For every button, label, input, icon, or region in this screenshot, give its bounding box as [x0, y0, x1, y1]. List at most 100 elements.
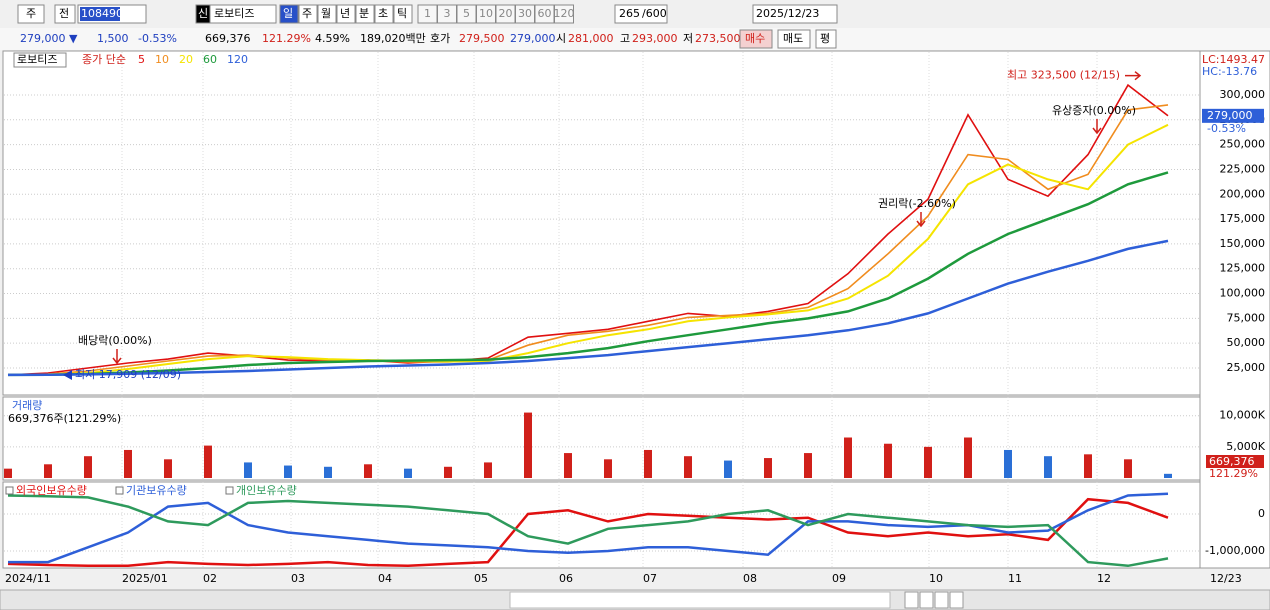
volume-bar	[4, 468, 12, 478]
period: 초	[378, 7, 388, 20]
nav-button[interactable]	[949, 591, 964, 609]
series-line	[7, 123, 1169, 376]
quote-item: 121.29%	[262, 32, 311, 45]
date-label: 06	[559, 572, 573, 585]
period-button[interactable]	[317, 4, 337, 24]
y-tick-label: 5,000K	[1226, 440, 1265, 453]
series-line	[7, 239, 1169, 377]
last-change: -0.53%	[1207, 122, 1246, 135]
nav-button[interactable]	[904, 591, 919, 609]
quote-item: 281,000	[568, 32, 614, 45]
volume-bar	[1124, 459, 1132, 478]
last-price: 279,000	[1207, 109, 1253, 122]
legend-item: 20	[179, 53, 193, 66]
legend-item: 개인보유수량	[236, 484, 297, 497]
quote-item: 1,500	[97, 32, 129, 45]
last-price-box	[1202, 108, 1264, 123]
period: 일	[283, 6, 293, 20]
date-label: 07	[643, 572, 657, 585]
quote-item: 273,500	[695, 32, 741, 45]
period-button[interactable]	[279, 4, 299, 24]
y-tick-label: 100,000	[1220, 287, 1266, 300]
period-button[interactable]	[393, 4, 413, 24]
legend-item: 기관보유수량	[126, 484, 187, 497]
prev-button[interactable]	[54, 4, 76, 24]
date-row	[0, 570, 1270, 588]
volume-panel	[2, 396, 1201, 481]
interval: 3	[444, 7, 451, 20]
volume-bar	[444, 466, 452, 478]
interval: 120	[554, 7, 575, 20]
y-tick-label: 225,000	[1220, 162, 1266, 175]
volume-bar	[1084, 454, 1092, 478]
interval: 60	[538, 7, 552, 20]
interval: 5	[463, 7, 470, 20]
buy-button[interactable]	[739, 29, 773, 49]
period-button[interactable]	[374, 4, 394, 24]
date-label: 03	[291, 572, 305, 585]
y-tick-label: 50,000	[1227, 336, 1266, 349]
sell-button[interactable]	[777, 29, 811, 49]
y-tick-label: 200,000	[1220, 187, 1266, 200]
date-label: 2024/11	[5, 572, 51, 585]
panel-title: 로보티즈	[17, 53, 57, 66]
volume-bar	[1044, 456, 1052, 478]
series-line	[7, 494, 1169, 568]
date: 2025/12/23	[756, 7, 819, 20]
period-button[interactable]	[298, 4, 318, 24]
legend-swatch	[5, 486, 14, 495]
annotation: 유상증자(0.00%)	[1052, 104, 1136, 117]
y-tick-label: 75,000	[1227, 311, 1266, 324]
avg-button[interactable]	[815, 29, 837, 49]
legend-swatch	[225, 486, 234, 495]
volume-bar	[604, 459, 612, 478]
volume-bar	[284, 465, 292, 478]
buy: 매수	[745, 32, 765, 45]
quote-item: 호가	[430, 32, 450, 45]
date-label: 02	[203, 572, 217, 585]
code: 108490	[81, 7, 123, 20]
volume-bar	[524, 412, 532, 478]
interval: 10	[479, 7, 493, 20]
volume-bar	[324, 466, 332, 478]
avg: 평	[820, 32, 830, 45]
volume-bar	[204, 445, 212, 478]
period: 주	[302, 7, 312, 20]
legend-item: 120	[227, 53, 248, 66]
nav-button[interactable]	[919, 591, 934, 609]
title-box	[13, 52, 67, 68]
scroll-thumb[interactable]	[509, 591, 891, 609]
nav-button[interactable]	[934, 591, 949, 609]
date-label: 09	[832, 572, 846, 585]
quote-item: 저	[683, 32, 693, 45]
date-label: 12	[1097, 572, 1111, 585]
quote-bar	[0, 28, 1270, 50]
quote-item: 669,376	[205, 32, 251, 45]
quote-item: 시	[556, 32, 566, 45]
lc-label: LC:1493.47	[1202, 53, 1265, 66]
annotation: 권리락(-2.60%)	[878, 197, 956, 210]
market-select[interactable]	[17, 4, 45, 24]
date-label: 2025/01	[122, 572, 168, 585]
y-tick-label: 10,000K	[1219, 409, 1265, 422]
date-label: 10	[929, 572, 943, 585]
period-button[interactable]	[355, 4, 375, 24]
volume-bar	[684, 456, 692, 478]
volume-bar	[44, 464, 52, 478]
volume-bar	[764, 458, 772, 478]
quote-item: 4.59%	[315, 32, 350, 45]
count-box[interactable]	[614, 4, 668, 24]
legend-item: 10	[155, 53, 169, 66]
date-box[interactable]	[752, 4, 838, 24]
date-label: 12/23	[1210, 572, 1242, 585]
interval-button[interactable]	[554, 4, 574, 24]
legend-item: 외국인보유수량	[16, 484, 87, 497]
credit-label: 신	[198, 7, 208, 20]
name-box[interactable]	[209, 4, 277, 24]
y-tick-label: 150,000	[1220, 237, 1266, 250]
period-button[interactable]	[336, 4, 356, 24]
prev: 전	[59, 7, 69, 20]
high-arrow	[1125, 71, 1142, 81]
volume-bar	[1164, 473, 1172, 478]
y-tick-label: 300,000	[1220, 88, 1266, 101]
